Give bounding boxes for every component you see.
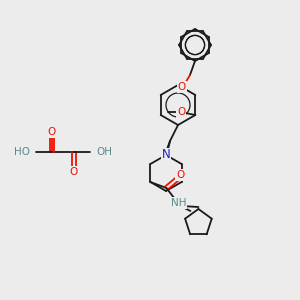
Text: O: O: [177, 107, 185, 117]
Text: O: O: [48, 127, 56, 137]
Text: OH: OH: [96, 147, 112, 157]
Text: O: O: [176, 170, 184, 180]
Text: NH: NH: [171, 198, 186, 208]
Text: O: O: [178, 82, 186, 92]
Text: N: N: [162, 148, 170, 161]
Text: HO: HO: [14, 147, 30, 157]
Text: O: O: [70, 167, 78, 177]
